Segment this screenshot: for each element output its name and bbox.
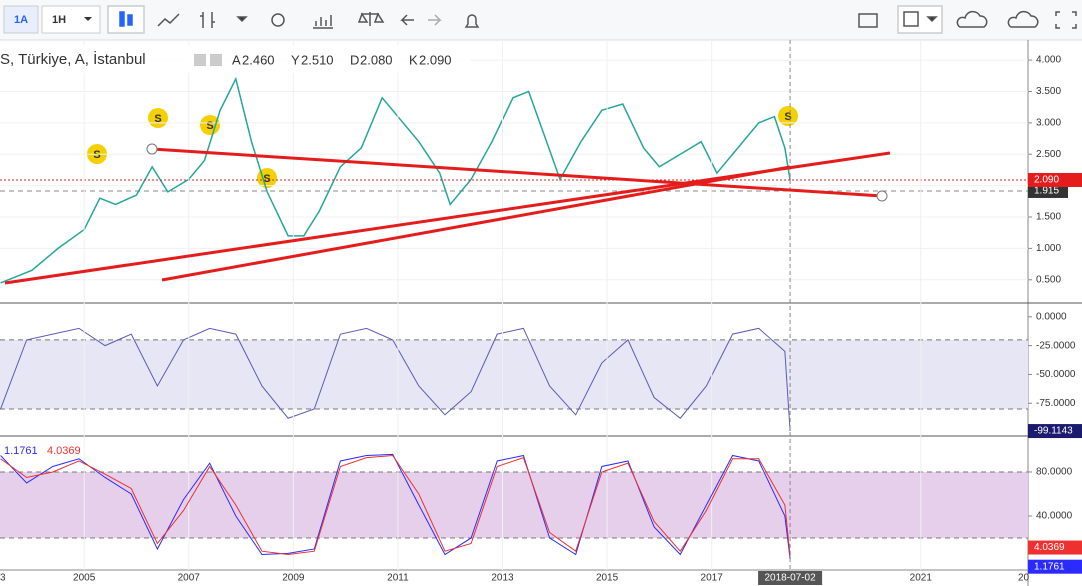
ohlc-value: 2.090: [419, 52, 452, 67]
dropdown-icon: [84, 17, 92, 21]
split-label: S: [206, 120, 213, 132]
x-tick-label: 2013: [491, 573, 514, 584]
value-box: [1028, 172, 1082, 187]
icon: [119, 11, 125, 27]
ohlc-value: 2.510: [301, 52, 334, 67]
y-tick-label: 0.0000: [1036, 311, 1067, 322]
y-tick-label: 3.500: [1036, 86, 1061, 97]
interval-label: 1H: [52, 14, 66, 26]
value-label: 2.090: [1034, 175, 1059, 186]
y-tick-label: 1.500: [1036, 212, 1061, 223]
undo-icon[interactable]: [400, 14, 414, 26]
legend-value: 4.0369: [47, 445, 81, 457]
y-tick-label: 80.0000: [1036, 467, 1073, 478]
value-box: [1028, 559, 1082, 574]
cloud-save-icon[interactable]: [1007, 10, 1039, 28]
y-tick-label: 2.500: [1036, 149, 1061, 160]
line-handle[interactable]: [146, 143, 158, 155]
ohlc-key: Y: [291, 52, 300, 67]
y-tick-label: 3.000: [1036, 117, 1061, 128]
redo-icon[interactable]: [428, 14, 442, 26]
y-tick-label: 1.000: [1036, 243, 1061, 254]
y-tick-label: -25.0000: [1036, 340, 1076, 351]
price-box: [1028, 183, 1068, 198]
split-label: S: [263, 173, 270, 185]
legend-value: 1.1761: [4, 445, 38, 457]
split-label: S: [784, 111, 791, 123]
x-tick-label: 2009: [282, 573, 305, 584]
date-label: 2018-07-02: [765, 573, 817, 584]
value-label: -99.1143: [1034, 426, 1073, 437]
x-tick-label: 2005: [73, 573, 96, 584]
value-box: [1028, 540, 1082, 555]
interval-button[interactable]: [41, 5, 101, 34]
dropdown-icon: [926, 16, 938, 23]
series-line: [0, 453, 791, 559]
value-label: 4.0369: [1034, 542, 1065, 553]
split-label: S: [154, 113, 161, 125]
layout-button[interactable]: [897, 5, 943, 34]
interval-label: 1A: [14, 14, 28, 26]
toolbar-icons: [107, 5, 1077, 34]
x-tick-label: 2015: [596, 573, 619, 584]
indicators-icon[interactable]: [313, 15, 333, 29]
value-box: [1028, 424, 1082, 439]
y-tick-label: -50.0000: [1036, 369, 1076, 380]
x-tick-label: 2017: [701, 573, 724, 584]
split-marker[interactable]: [200, 115, 220, 135]
y-tick-label: 40.0000: [1036, 511, 1073, 522]
ohlc-value: 2.460: [242, 52, 275, 67]
interval-button[interactable]: [3, 5, 39, 34]
trend-line[interactable]: [161, 165, 791, 282]
candle-button[interactable]: [107, 5, 145, 34]
icon: [127, 14, 133, 26]
trend-line[interactable]: [151, 147, 883, 198]
legend-backdrop: [0, 45, 470, 73]
series-line: [0, 454, 791, 556]
date-box: [758, 571, 823, 585]
series-line: [0, 76, 791, 284]
compare-icon[interactable]: [357, 12, 385, 26]
bar-icon[interactable]: [200, 12, 215, 28]
alert-icon[interactable]: [464, 14, 480, 28]
line-handle[interactable]: [876, 190, 888, 202]
value-label: 1.1761: [1034, 561, 1065, 572]
cloud-load-icon[interactable]: [956, 10, 988, 28]
price-label: 1.915: [1034, 186, 1059, 197]
band: [0, 339, 1028, 410]
icon: [903, 11, 919, 27]
x-tick-label: 2021: [910, 573, 933, 584]
settings-icon[interactable]: [210, 54, 222, 66]
y-tick-label: 4.000: [1036, 55, 1061, 66]
x-edge-label: 3: [0, 573, 6, 584]
settings-icon[interactable]: [271, 13, 285, 27]
ohlc-value: 2.080: [360, 52, 393, 67]
trend-lines: [4, 143, 891, 285]
split-marker[interactable]: [778, 106, 798, 126]
symbol-title: S, Türkiye, A, İstanbul: [0, 50, 146, 68]
dropdown-icon[interactable]: [236, 16, 248, 23]
visibility-icon[interactable]: [194, 54, 206, 66]
x-edge-label: 20: [1018, 573, 1030, 584]
ohlc-key: D: [350, 52, 359, 67]
ohlc-key: K: [409, 52, 418, 67]
series-line: [0, 327, 791, 432]
split-label: S: [93, 149, 100, 161]
x-tick-label: 2007: [178, 573, 201, 584]
snapshot-icon[interactable]: [858, 13, 878, 28]
ohlc-key: A: [232, 52, 241, 67]
fullscreen-icon[interactable]: [1055, 11, 1077, 29]
x-tick-label: 2011: [387, 573, 409, 584]
band: [0, 471, 1028, 538]
y-tick-label: -75.0000: [1036, 398, 1076, 409]
line-icon[interactable]: [157, 13, 180, 27]
y-tick-label: 0.500: [1036, 274, 1061, 285]
